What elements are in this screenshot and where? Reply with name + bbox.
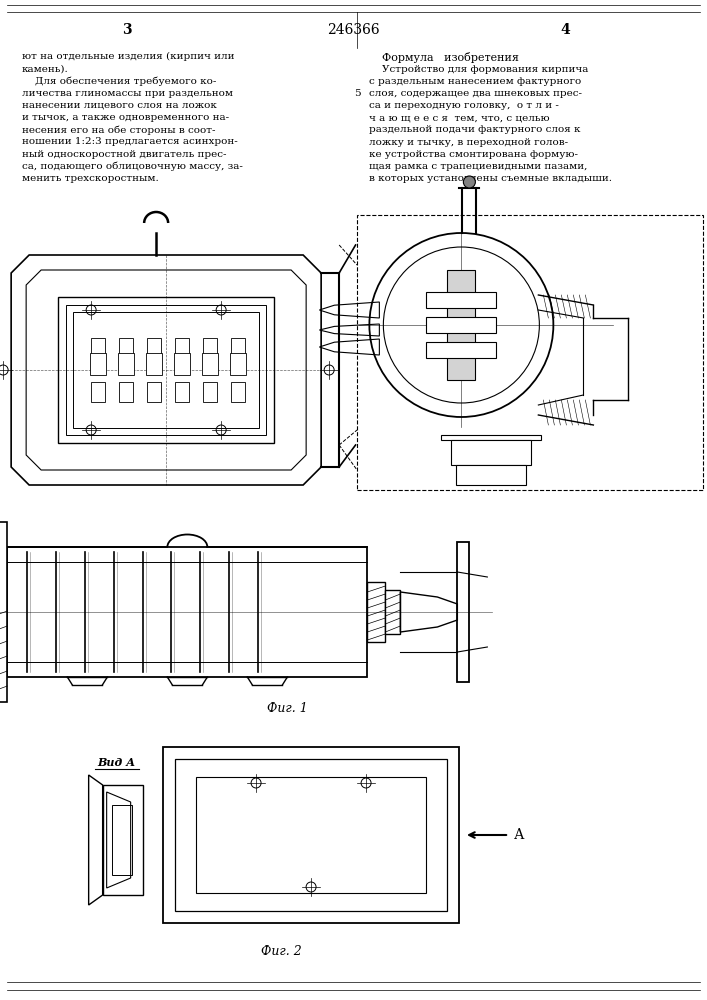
Text: ке устройства смонтирована формую-: ке устройства смонтирована формую- — [369, 150, 578, 159]
Bar — [146, 353, 162, 375]
Text: са, подающего облицовочную массу, за-: са, подающего облицовочную массу, за- — [22, 162, 243, 171]
Bar — [203, 382, 217, 402]
Bar — [175, 338, 189, 358]
Bar — [451, 440, 532, 465]
Text: и тычок, а также одновременного на-: и тычок, а также одновременного на- — [22, 113, 229, 122]
Text: 5: 5 — [354, 89, 361, 98]
Text: в которых установлены съемные вкладыши.: в которых установлены съемные вкладыши. — [369, 174, 612, 183]
Text: Фиг. 1: Фиг. 1 — [267, 702, 308, 715]
Text: с раздельным нанесением фактурного: с раздельным нанесением фактурного — [369, 77, 581, 86]
Text: са и переходную головку,  о т л и -: са и переходную головку, о т л и - — [369, 101, 559, 110]
Text: Вид А: Вид А — [98, 757, 136, 768]
Text: слоя, содержащее два шнековых прес-: слоя, содержащее два шнековых прес- — [369, 89, 582, 98]
Bar — [119, 382, 133, 402]
Text: щая рамка с трапециевидными пазами,: щая рамка с трапециевидными пазами, — [369, 162, 588, 171]
Bar — [175, 382, 189, 402]
Bar — [441, 435, 542, 440]
Bar — [0, 522, 7, 702]
Text: А: А — [514, 828, 525, 842]
Bar — [426, 292, 496, 308]
Bar — [7, 547, 368, 677]
Bar — [91, 338, 105, 358]
Text: камень).: камень). — [22, 64, 69, 73]
Bar — [118, 353, 134, 375]
Bar — [66, 305, 266, 435]
Text: Для обеспечения требуемого ко-: Для обеспечения требуемого ко- — [22, 76, 216, 86]
Text: Формула   изобретения: Формула изобретения — [382, 52, 519, 63]
Bar — [231, 382, 245, 402]
Bar — [426, 342, 496, 358]
Bar — [58, 297, 274, 443]
Text: ный односкоростной двигатель прес-: ный односкоростной двигатель прес- — [22, 150, 226, 159]
Bar — [147, 338, 161, 358]
Text: несения его на обе стороны в соот-: несения его на обе стороны в соот- — [22, 125, 216, 135]
Bar — [147, 382, 161, 402]
Bar — [202, 353, 218, 375]
Text: менить трехскоростным.: менить трехскоростным. — [22, 174, 159, 183]
Bar — [174, 353, 190, 375]
Text: личества глиномассы при раздельном: личества глиномассы при раздельном — [22, 89, 233, 98]
Text: Устройство для формования кирпича: Устройство для формования кирпича — [369, 64, 588, 74]
Text: нанесении лицевого слоя на ложок: нанесении лицевого слоя на ложок — [22, 101, 217, 110]
Text: ложку и тычку, в переходной голов-: ложку и тычку, в переходной голов- — [369, 138, 568, 147]
Bar — [103, 785, 143, 895]
Circle shape — [463, 176, 475, 188]
Bar — [175, 759, 447, 911]
Bar — [90, 353, 106, 375]
Text: ч а ю щ е е с я  тем, что, с целью: ч а ю щ е е с я тем, что, с целью — [369, 113, 550, 122]
Text: 3: 3 — [122, 23, 132, 37]
Bar — [385, 590, 400, 634]
Bar — [112, 805, 132, 875]
Bar — [196, 777, 426, 893]
Bar — [203, 338, 217, 358]
Bar — [368, 582, 385, 642]
Text: 246366: 246366 — [327, 23, 380, 37]
Bar — [456, 465, 527, 485]
Bar — [448, 270, 475, 380]
Text: 4: 4 — [561, 23, 571, 37]
Bar — [230, 353, 246, 375]
Bar — [163, 747, 459, 923]
Bar — [119, 338, 133, 358]
Text: Фиг. 2: Фиг. 2 — [261, 945, 301, 958]
Bar — [426, 317, 496, 333]
Text: ношении 1:2:3 предлагается асинхрон-: ношении 1:2:3 предлагается асинхрон- — [22, 137, 238, 146]
Text: раздельной подачи фактурного слоя к: раздельной подачи фактурного слоя к — [369, 125, 580, 134]
Text: ют на отдельные изделия (кирпич или: ют на отдельные изделия (кирпич или — [22, 52, 235, 61]
Bar — [91, 382, 105, 402]
Bar — [357, 215, 703, 490]
Bar — [73, 312, 259, 428]
Bar — [457, 542, 469, 682]
Bar — [231, 338, 245, 358]
